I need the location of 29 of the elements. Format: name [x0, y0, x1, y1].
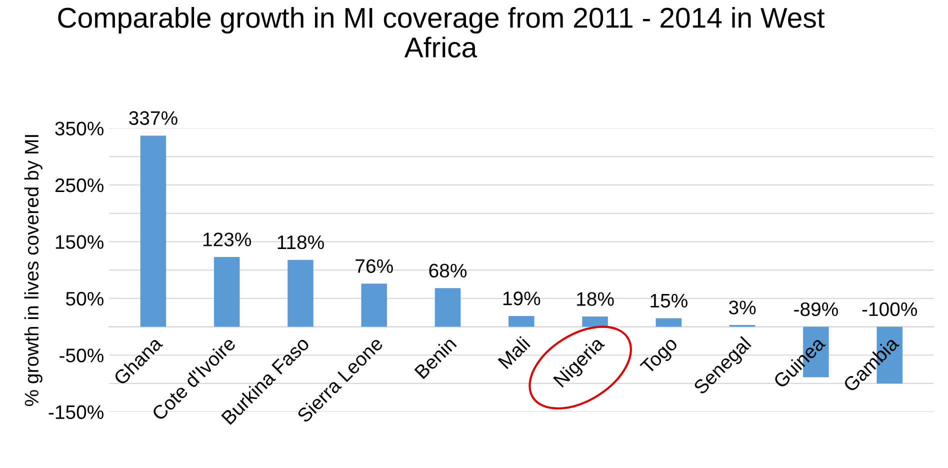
data-label: 68% — [429, 264, 467, 278]
bar — [214, 256, 240, 327]
x-tick-label: Togo — [640, 336, 681, 378]
chart-title: Comparable growth in MI coverage from 2011 - 2014 in West Africa — [58, 7, 825, 58]
bar — [288, 260, 314, 327]
bar — [434, 288, 461, 327]
y-tick-label: -50% — [60, 348, 104, 362]
bar — [361, 284, 388, 327]
data-label: -100% — [862, 302, 918, 316]
bar — [582, 316, 608, 327]
bar — [508, 316, 534, 327]
data-label: -89% — [794, 302, 838, 316]
y-tick-label: 50% — [66, 292, 104, 306]
y-axis-title: % growth in lives covered by MI — [24, 135, 42, 406]
y-tick-label: 250% — [55, 178, 104, 192]
y-tick-label: -150% — [48, 405, 104, 420]
data-label: 15% — [650, 294, 688, 308]
data-label: 118% — [278, 235, 324, 250]
y-tick-label: 350% — [55, 122, 104, 136]
data-label: 123% — [203, 232, 252, 246]
data-label: 3% — [729, 300, 756, 314]
bar — [140, 136, 166, 327]
x-tick-label: Mali — [497, 336, 531, 370]
data-label: 19% — [503, 292, 540, 306]
data-label: 76% — [356, 259, 393, 273]
data-label: 18% — [577, 292, 614, 306]
y-tick-label: 150% — [56, 235, 104, 249]
bar — [656, 318, 682, 327]
data-label: 337% — [129, 111, 178, 125]
